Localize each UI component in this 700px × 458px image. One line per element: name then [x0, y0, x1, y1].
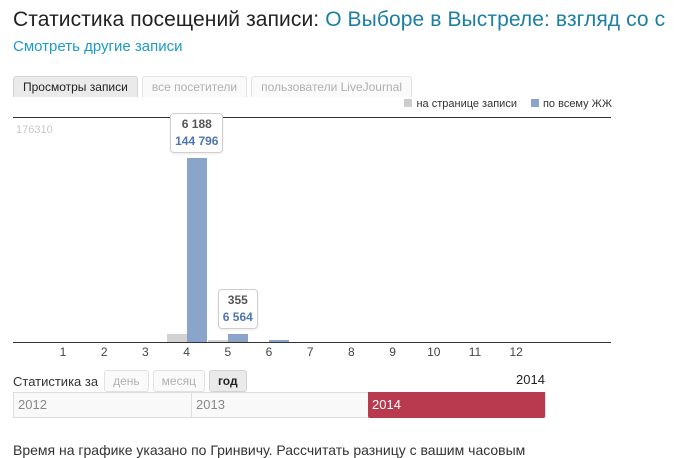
- timezone-note: Время на графике указано по Гринвичу. Ра…: [13, 442, 526, 458]
- x-tick-2: 2: [100, 345, 108, 359]
- bar-lj-6[interactable]: [269, 340, 289, 342]
- tooltip-5: 355 6 564: [217, 288, 258, 329]
- x-tick-5: 5: [224, 345, 232, 359]
- bar-lj-4[interactable]: [186, 158, 207, 342]
- page-title: Статистика посещений записи: О Выборе в …: [13, 8, 665, 32]
- x-tick-7: 7: [306, 345, 314, 359]
- y-max-label: 176310: [16, 124, 53, 136]
- stats-period-label: Статистика за: [13, 373, 99, 389]
- x-tick-3: 3: [142, 345, 149, 359]
- legend-swatch-lj: [530, 99, 539, 107]
- tooltip-page-value: 6 188: [181, 117, 212, 132]
- tooltip-page-value: 355: [227, 292, 248, 307]
- current-year-label: 2014: [516, 372, 545, 387]
- legend-label-lj: по всему ЖЖ: [542, 98, 612, 110]
- timeline-year-2013[interactable]: 2013: [191, 393, 368, 417]
- views-chart: 176310: [13, 117, 611, 343]
- legend-swatch-page: [404, 99, 413, 107]
- tooltip-lj-value: 6 564: [222, 309, 253, 324]
- stats-period-row: Статистика за день месяц год: [13, 370, 251, 392]
- period-month-button[interactable]: месяц: [152, 370, 205, 392]
- tooltip-4: 6 188 144 796: [170, 113, 224, 154]
- tab-all-visitors[interactable]: все посетители: [141, 76, 248, 97]
- period-year-button[interactable]: год: [208, 370, 247, 392]
- post-title-link[interactable]: О Выборе в Выстреле: взгляд со с: [325, 8, 666, 31]
- x-tick-8: 8: [348, 345, 355, 359]
- period-day-button[interactable]: день: [104, 370, 149, 392]
- chart-legend: на странице записи по всему ЖЖ: [404, 98, 612, 110]
- x-tick-4: 4: [183, 345, 190, 359]
- x-tick-12: 12: [509, 345, 523, 359]
- timeline-year-2012[interactable]: 2012: [18, 397, 47, 412]
- legend-item-page: на странице записи: [404, 98, 517, 110]
- other-posts-link[interactable]: Смотреть другие записи: [13, 38, 183, 55]
- timeline-year-2014[interactable]: 2014: [368, 392, 545, 418]
- x-tick-6: 6: [265, 345, 273, 359]
- bar-page-4: [166, 334, 187, 342]
- legend-item-lj: по всему ЖЖ: [530, 98, 612, 110]
- x-tick-11: 11: [468, 345, 482, 359]
- bar-page-5: [207, 340, 228, 342]
- year-timeline[interactable]: 2012 2013 2014: [13, 392, 546, 418]
- bar-lj-5[interactable]: [227, 333, 248, 342]
- legend-label-page: на странице записи: [416, 98, 517, 110]
- x-tick-10: 10: [427, 345, 441, 359]
- tab-lj-users[interactable]: пользователи LiveJournal: [251, 76, 412, 97]
- tooltip-lj-value: 144 796: [175, 134, 219, 149]
- x-tick-1: 1: [59, 345, 67, 359]
- x-tick-9: 9: [389, 345, 396, 359]
- tab-post-views[interactable]: Просмотры записи: [13, 76, 138, 97]
- stats-tabs: Просмотры записи все посетители пользова…: [13, 76, 412, 97]
- title-label: Статистика посещений записи:: [13, 8, 320, 31]
